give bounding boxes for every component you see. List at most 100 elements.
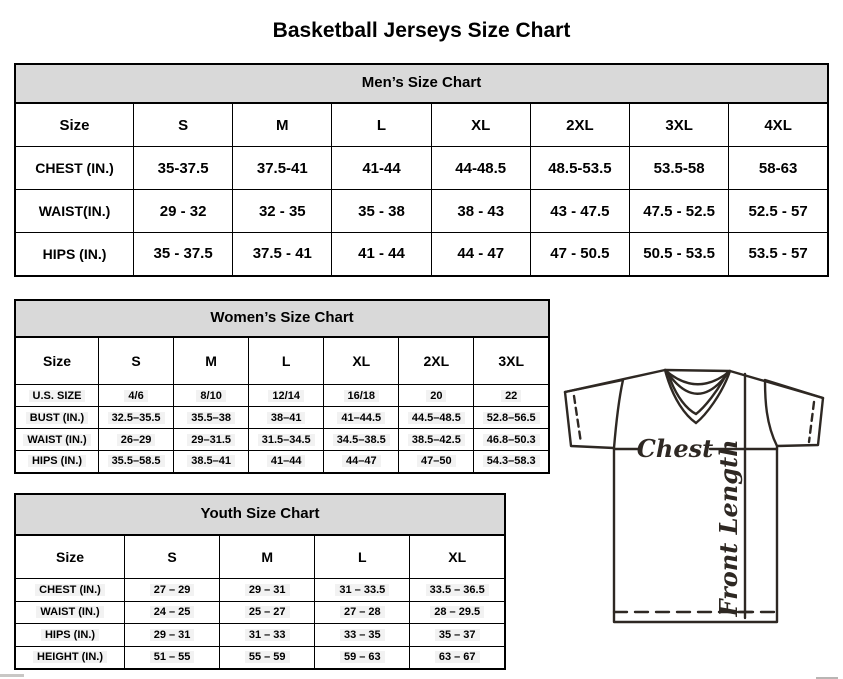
scrollbar-fragment-right <box>816 677 838 679</box>
jersey-left-shoulder-line <box>563 368 667 394</box>
column-header: XL <box>323 337 400 385</box>
size-cell: 41 - 44 <box>331 232 432 276</box>
size-cell: 52.5 - 57 <box>728 189 829 233</box>
youth-size-chart-section: Youth Size Chart Size S M L XL CHEST (IN.) 27 … <box>14 493 506 670</box>
jersey-right-sleeve <box>763 378 825 448</box>
row-label: WAIST(IN.) <box>14 189 134 233</box>
womens-size-chart-section: Women’s Size Chart Size S M L XL 2XL 3XL U.S. S… <box>14 299 550 474</box>
column-header: 2XL <box>398 337 475 385</box>
column-header: L <box>248 337 325 385</box>
size-cell: 31 – 33.5 <box>314 578 411 602</box>
column-header: 2XL <box>529 103 631 147</box>
row-label: HIPS (IN.) <box>14 623 125 647</box>
size-cell: 53.5 - 57 <box>728 232 829 276</box>
table-row: HIPS (IN.) 29 – 31 31 – 33 33 – 35 35 – 37 <box>14 623 506 647</box>
jersey-collar-top-line <box>663 368 732 373</box>
size-cell: 28 – 29.5 <box>409 600 506 624</box>
size-cell: 44-48.5 <box>430 146 531 190</box>
size-cell: 41–44.5 <box>323 406 400 429</box>
size-cell: 4/6 <box>97 384 175 407</box>
size-cell: 58-63 <box>728 146 829 190</box>
size-cell: 47.5 - 52.5 <box>629 189 730 233</box>
column-header: 3XL <box>473 337 550 385</box>
size-cell: 51 – 55 <box>123 645 221 669</box>
size-cell: 59 – 63 <box>314 645 411 669</box>
column-header: L <box>331 103 432 147</box>
size-cell: 41-44 <box>331 146 432 190</box>
table-row: HIPS (IN.) 35.5–58.5 38.5–41 41–44 44–47 47–5… <box>14 450 550 473</box>
row-label: U.S. SIZE <box>14 384 99 407</box>
table-row: U.S. SIZE 4/6 8/10 12/14 16/18 20 22 <box>14 384 550 407</box>
size-cell: 31.5–34.5 <box>248 428 325 451</box>
row-label: WAIST (IN.) <box>14 428 99 451</box>
size-cell: 35-37.5 <box>132 146 234 190</box>
front-length-label: Front Length <box>714 439 743 617</box>
size-cell: 35.5–58.5 <box>97 450 175 473</box>
size-cell: 38.5–41 <box>173 450 250 473</box>
size-cell: 50.5 - 53.5 <box>629 232 730 276</box>
size-cell: 29 – 31 <box>219 578 316 602</box>
column-header: S <box>132 103 234 147</box>
mens-size-chart-section: Men’s Size Chart Size S M L XL 2XL 3XL 4XL CHEST… <box>14 63 829 277</box>
mens-chart-title: Men’s Size Chart <box>14 63 829 103</box>
row-label: HIPS (IN.) <box>14 232 134 276</box>
size-cell: 53.5-58 <box>629 146 730 190</box>
table-row: CHEST (IN.) 27 – 29 29 – 31 31 – 33.5 33.5 –… <box>14 578 506 602</box>
column-header: M <box>219 535 316 579</box>
column-header: XL <box>409 535 506 579</box>
womens-chart-title: Women’s Size Chart <box>14 299 550 337</box>
size-cell: 32 - 35 <box>232 189 333 233</box>
size-cell: 37.5 - 41 <box>232 232 333 276</box>
size-cell: 35.5–38 <box>173 406 250 429</box>
size-cell: 8/10 <box>173 384 250 407</box>
column-header: Size <box>14 535 125 579</box>
size-cell: 34.5–38.5 <box>323 428 400 451</box>
jersey-collar-arc-1 <box>663 368 732 386</box>
row-label: HEIGHT (IN.) <box>14 645 125 669</box>
size-cell: 44.5–48.5 <box>398 406 475 429</box>
column-header: Size <box>14 337 99 385</box>
column-header: S <box>123 535 221 579</box>
size-cell: 52.8–56.5 <box>473 406 550 429</box>
table-row: WAIST (IN.) 24 – 25 25 – 27 27 – 28 28 – 29.… <box>14 600 506 624</box>
row-label: CHEST (IN.) <box>14 578 125 602</box>
chest-label: Chest <box>637 434 713 463</box>
size-cell: 54.3–58.3 <box>473 450 550 473</box>
size-cell: 55 – 59 <box>219 645 316 669</box>
jersey-body <box>612 444 779 624</box>
size-cell: 38.5–42.5 <box>398 428 475 451</box>
size-cell: 46.8–50.3 <box>473 428 550 451</box>
column-header: M <box>232 103 333 147</box>
size-cell: 27 – 29 <box>123 578 221 602</box>
size-cell: 24 – 25 <box>123 600 221 624</box>
horizontal-scrollbar-fragment[interactable] <box>0 674 24 677</box>
row-label: HIPS (IN.) <box>14 450 99 473</box>
jersey-vneck-outer <box>663 368 732 425</box>
size-cell: 48.5-53.5 <box>529 146 631 190</box>
size-cell: 47 - 50.5 <box>529 232 631 276</box>
size-cell: 32.5–35.5 <box>97 406 175 429</box>
size-cell: 29 - 32 <box>132 189 234 233</box>
size-cell: 22 <box>473 384 550 407</box>
size-cell: 35 – 37 <box>409 623 506 647</box>
table-row: HEIGHT (IN.) 51 – 55 55 – 59 59 – 63 63 – 67 <box>14 645 506 669</box>
size-cell: 20 <box>398 384 475 407</box>
size-cell: 33.5 – 36.5 <box>409 578 506 602</box>
jersey-vneck-inner <box>666 371 729 416</box>
size-cell: 38–41 <box>248 406 325 429</box>
jersey-left-cuff-dash <box>572 394 583 445</box>
row-label: CHEST (IN.) <box>14 146 134 190</box>
size-cell: 35 - 38 <box>331 189 432 233</box>
size-cell: 31 – 33 <box>219 623 316 647</box>
size-cell: 38 - 43 <box>430 189 531 233</box>
row-label: BUST (IN.) <box>14 406 99 429</box>
column-header: L <box>314 535 411 579</box>
column-header: Size <box>14 103 134 147</box>
size-cell: 27 – 28 <box>314 600 411 624</box>
column-header: 4XL <box>728 103 829 147</box>
size-cell: 26–29 <box>97 428 175 451</box>
size-cell: 29 – 31 <box>123 623 221 647</box>
size-cell: 29–31.5 <box>173 428 250 451</box>
page-title: Basketball Jerseys Size Chart <box>272 19 571 43</box>
size-cell: 35 - 37.5 <box>132 232 234 276</box>
